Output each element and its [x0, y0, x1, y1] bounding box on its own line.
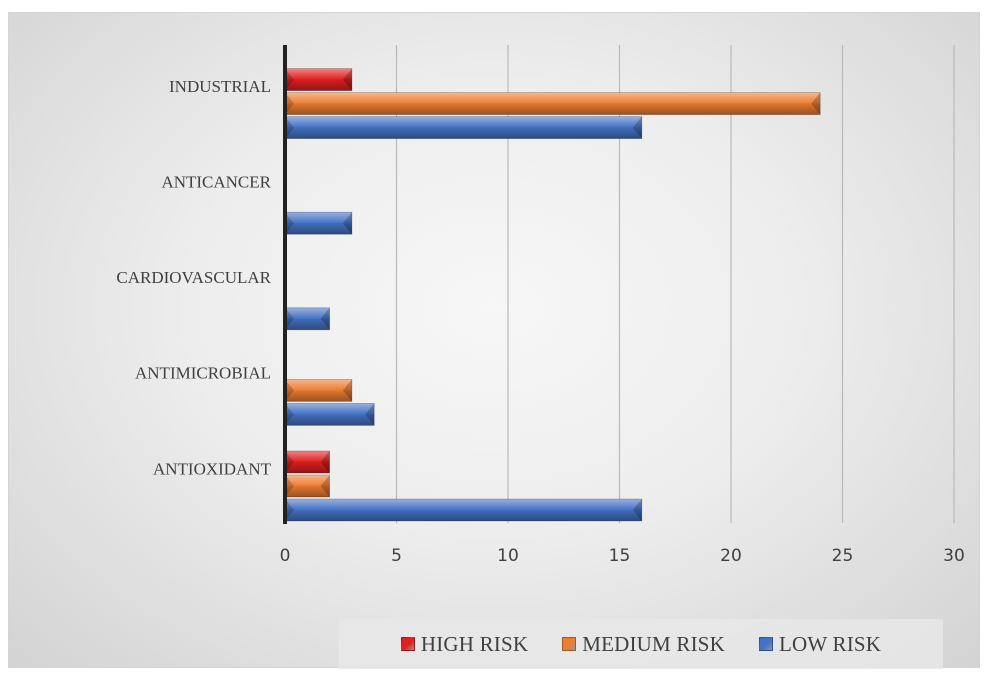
legend-swatch-low-risk [759, 637, 774, 651]
bar-industrial-medium-risk [284, 92, 821, 115]
legend-item-high-risk: HIGH RISK [400, 631, 529, 657]
legend-swatch-high-risk [400, 637, 415, 651]
bars [284, 68, 821, 522]
x-tick-label-25: 25 [832, 546, 854, 566]
category-label-antimicrobial: ANTIMICROBIAL [135, 364, 271, 383]
bar-antimicrobial-medium-risk [284, 378, 353, 402]
legend-label: HIGH RISK [420, 631, 529, 656]
bar-cardiovascular-low-risk [284, 307, 330, 331]
legend-label: MEDIUM RISK [582, 631, 726, 656]
legend-item-low-risk: LOW RISK [759, 632, 881, 657]
bar-antimicrobial-low-risk [284, 402, 375, 426]
legend-item-medium-risk: MEDIUM RISK [562, 632, 725, 657]
x-tick-label-20: 20 [720, 546, 742, 566]
x-tick-label-30: 30 [943, 546, 965, 566]
bar-chart: 0 5 10 15 20 25 30 ANTIOXIDANT ANTIMICROBIAL CARD… [116, 45, 965, 566]
legend-swatch-medium-risk [562, 637, 577, 651]
category-label-cardiovascular: CARDIOVASCULAR [116, 268, 271, 287]
category-label-industrial: INDUSTRIAL [169, 77, 271, 96]
x-tick-label-5: 5 [391, 546, 402, 566]
labels: 0 5 10 15 20 25 30 ANTIOXIDANT ANTIMICROBIAL CARD… [116, 77, 964, 566]
bar-anticancer-low-risk [284, 211, 353, 235]
x-tick-label-10: 10 [497, 546, 519, 566]
bar-antioxidant-high-risk [284, 450, 330, 474]
x-tick-label-15: 15 [609, 546, 631, 566]
category-label-antioxidant: ANTIOXIDANT [153, 459, 272, 478]
legend: HIGH RISK MEDIUM RISK LOW RISK [339, 619, 943, 669]
bar-antioxidant-low-risk [284, 498, 643, 522]
bar-antioxidant-medium-risk [284, 474, 330, 498]
legend-label: LOW RISK [779, 631, 882, 656]
chart-frame: 0 5 10 15 20 25 30 ANTIOXIDANT ANTIMICROBIAL CARD… [8, 12, 980, 669]
x-tick-label-0: 0 [280, 546, 291, 566]
category-label-anticancer: ANTICANCER [161, 173, 271, 192]
bar-industrial-low-risk [284, 116, 643, 139]
bar-industrial-high-risk [284, 68, 353, 91]
